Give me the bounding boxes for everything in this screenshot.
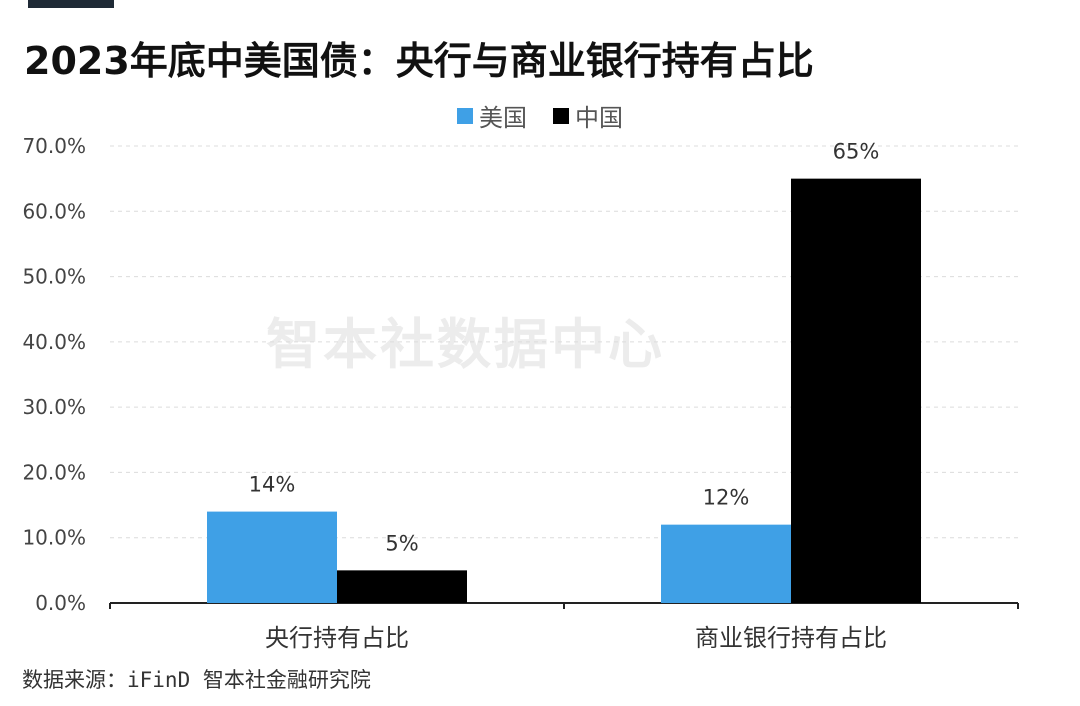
legend-label-us: 美国 bbox=[479, 104, 527, 132]
data-label: 5% bbox=[385, 531, 418, 555]
legend-item-cn: 中国 bbox=[553, 98, 623, 133]
legend-item-us: 美国 bbox=[457, 98, 527, 133]
data-label: 65% bbox=[833, 140, 880, 164]
bar bbox=[791, 178, 921, 603]
y-tick-label: 40.0% bbox=[22, 330, 86, 354]
y-tick-label: 0.0% bbox=[35, 591, 86, 615]
bar bbox=[661, 524, 791, 603]
y-tick-label: 20.0% bbox=[22, 460, 86, 484]
x-category-label: 商业银行持有占比 bbox=[695, 624, 887, 652]
legend-swatch-cn bbox=[553, 107, 569, 124]
legend-swatch-us bbox=[457, 107, 473, 124]
watermark-text: 智本社数据中心 bbox=[266, 313, 665, 376]
x-category-label: 央行持有占比 bbox=[265, 624, 409, 652]
y-tick-label: 30.0% bbox=[22, 395, 86, 419]
data-label: 14% bbox=[249, 473, 296, 497]
bar bbox=[207, 511, 337, 603]
chart-title: 2023年底中美国债：央行与商业银行持有占比 bbox=[24, 39, 814, 83]
data-label: 12% bbox=[703, 486, 750, 510]
y-tick-label: 50.0% bbox=[22, 265, 86, 289]
source-note: 数据来源：iFinD 智本社金融研究院 bbox=[22, 668, 371, 692]
header-accent-bar bbox=[28, 0, 114, 8]
y-tick-label: 10.0% bbox=[22, 526, 86, 550]
chart-legend: 美国 中国 bbox=[0, 98, 1080, 133]
legend-label-cn: 中国 bbox=[575, 104, 623, 132]
bar bbox=[337, 570, 467, 603]
y-tick-label: 60.0% bbox=[22, 199, 86, 223]
y-tick-label: 70.0% bbox=[22, 134, 86, 158]
